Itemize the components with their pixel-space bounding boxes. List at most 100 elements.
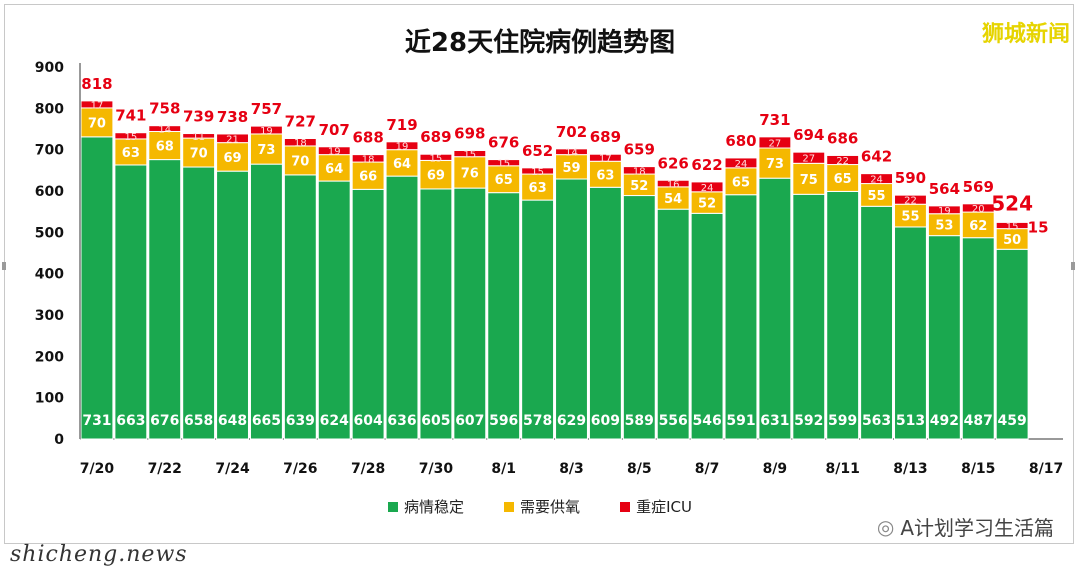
data-label-stable: 546 (692, 413, 721, 429)
x-tick-label: 8/1 (491, 461, 516, 477)
legend-swatch-stable (388, 501, 399, 512)
data-label-stable: 624 (320, 413, 349, 429)
total-label: 738 (217, 108, 248, 126)
data-label-stable: 487 (964, 413, 993, 429)
bar-segment (249, 163, 283, 440)
data-label-stable: 658 (184, 413, 213, 429)
data-label-oxygen: 65 (834, 172, 852, 187)
bar-segment (385, 141, 419, 151)
legend-item-stable: 病情稳定 (388, 496, 464, 517)
y-tick-label: 600 (35, 184, 64, 200)
bar-segment (724, 194, 758, 440)
bar-segment (114, 132, 148, 140)
data-label-icu: 15 (124, 132, 137, 143)
bar-segment (385, 149, 419, 177)
data-label-icu: 15 (463, 150, 476, 161)
bar-segment (114, 164, 148, 440)
data-label-stable: 599 (828, 413, 857, 429)
data-label-icu: 22 (904, 196, 917, 207)
source-credit: shicheng.news (10, 542, 188, 567)
data-label-stable: 556 (659, 413, 688, 429)
legend-label-oxygen: 需要供氧 (520, 498, 581, 516)
bar-segment (216, 170, 249, 440)
total-label: 686 (827, 129, 858, 147)
total-label: 818 (81, 75, 112, 93)
data-label-icu: 27 (802, 154, 815, 165)
resize-handle-left[interactable] (2, 262, 6, 270)
bar-segment (961, 203, 995, 213)
data-label-stable: 459 (998, 413, 1027, 429)
data-label-stable: 609 (591, 413, 620, 429)
bar-segment (894, 194, 927, 205)
total-label: 758 (149, 100, 180, 118)
data-label-icu-latest: 15 (1028, 219, 1049, 237)
legend-swatch-oxygen (504, 501, 515, 512)
bar-segment (622, 166, 656, 175)
bar-segment (656, 179, 690, 188)
total-label: 741 (115, 107, 146, 125)
brand-logo: 狮城新闻 (981, 22, 1070, 47)
bar-segment (249, 125, 283, 135)
data-label-oxygen: 68 (156, 140, 174, 155)
bar-segment (317, 154, 351, 182)
data-label-oxygen: 62 (969, 219, 987, 234)
data-label-stable: 589 (625, 413, 654, 429)
total-label: 689 (420, 128, 451, 146)
bar-segment (521, 199, 555, 440)
total-label: 569 (963, 178, 994, 196)
y-tick-label: 800 (35, 101, 64, 117)
data-label-icu: 17 (599, 154, 612, 165)
data-label-icu: 14 (565, 148, 578, 159)
bar-segment (216, 133, 249, 144)
data-label-stable: 639 (286, 413, 315, 429)
data-label-oxygen: 75 (800, 173, 818, 188)
data-label-stable: 665 (252, 413, 281, 429)
data-label-oxygen: 63 (596, 168, 614, 183)
total-label: 676 (488, 134, 519, 152)
resize-handle-right[interactable] (1071, 262, 1075, 270)
x-tick-label: 8/13 (893, 461, 927, 477)
chart-title: 近28天住院病例趋势图 (404, 28, 676, 58)
data-label-stable: 676 (150, 413, 179, 429)
y-tick-label: 200 (35, 349, 64, 365)
x-tick-label: 8/17 (1029, 461, 1063, 477)
total-label: 707 (319, 121, 350, 139)
x-tick-label: 7/30 (419, 461, 454, 477)
data-label-icu: 15 (497, 159, 510, 170)
data-label-oxygen: 53 (935, 219, 953, 234)
data-label-icu: 15 (1006, 222, 1019, 233)
data-label-oxygen: 76 (461, 166, 479, 181)
legend-item-oxygen: 需要供氧 (504, 496, 580, 517)
data-label-icu: 21 (226, 134, 239, 145)
data-label-oxygen: 70 (190, 147, 208, 162)
data-label-icu: 16 (667, 180, 680, 191)
data-label-icu: 17 (91, 100, 104, 111)
total-label: 642 (861, 148, 892, 166)
data-label-oxygen: 73 (766, 157, 784, 172)
bar-segment (622, 195, 656, 440)
data-label-stable: 731 (82, 413, 111, 429)
bar-segment (690, 181, 724, 193)
bar-segment (792, 151, 826, 164)
bar-segment (148, 159, 182, 440)
bar-segment (792, 193, 826, 440)
bar-segment (317, 180, 351, 440)
bar-segment (487, 192, 521, 440)
data-label-stable: 513 (896, 413, 925, 429)
bar-segment (690, 212, 724, 440)
data-label-stable: 648 (218, 413, 247, 429)
data-label-oxygen: 50 (1003, 233, 1021, 248)
data-label-icu: 24 (870, 175, 883, 186)
bar-segment (453, 156, 487, 189)
bar-segment (487, 159, 521, 167)
data-label-icu: 18 (633, 166, 646, 177)
data-label-icu: 15 (430, 153, 443, 164)
bar-segment (351, 188, 385, 440)
data-label-oxygen: 52 (630, 179, 648, 194)
legend-label-stable: 病情稳定 (404, 498, 465, 516)
data-label-icu: 14 (158, 125, 171, 136)
data-label-stable: 592 (794, 413, 823, 429)
data-label-stable: 591 (726, 413, 755, 429)
x-tick-label: 8/5 (627, 461, 652, 477)
